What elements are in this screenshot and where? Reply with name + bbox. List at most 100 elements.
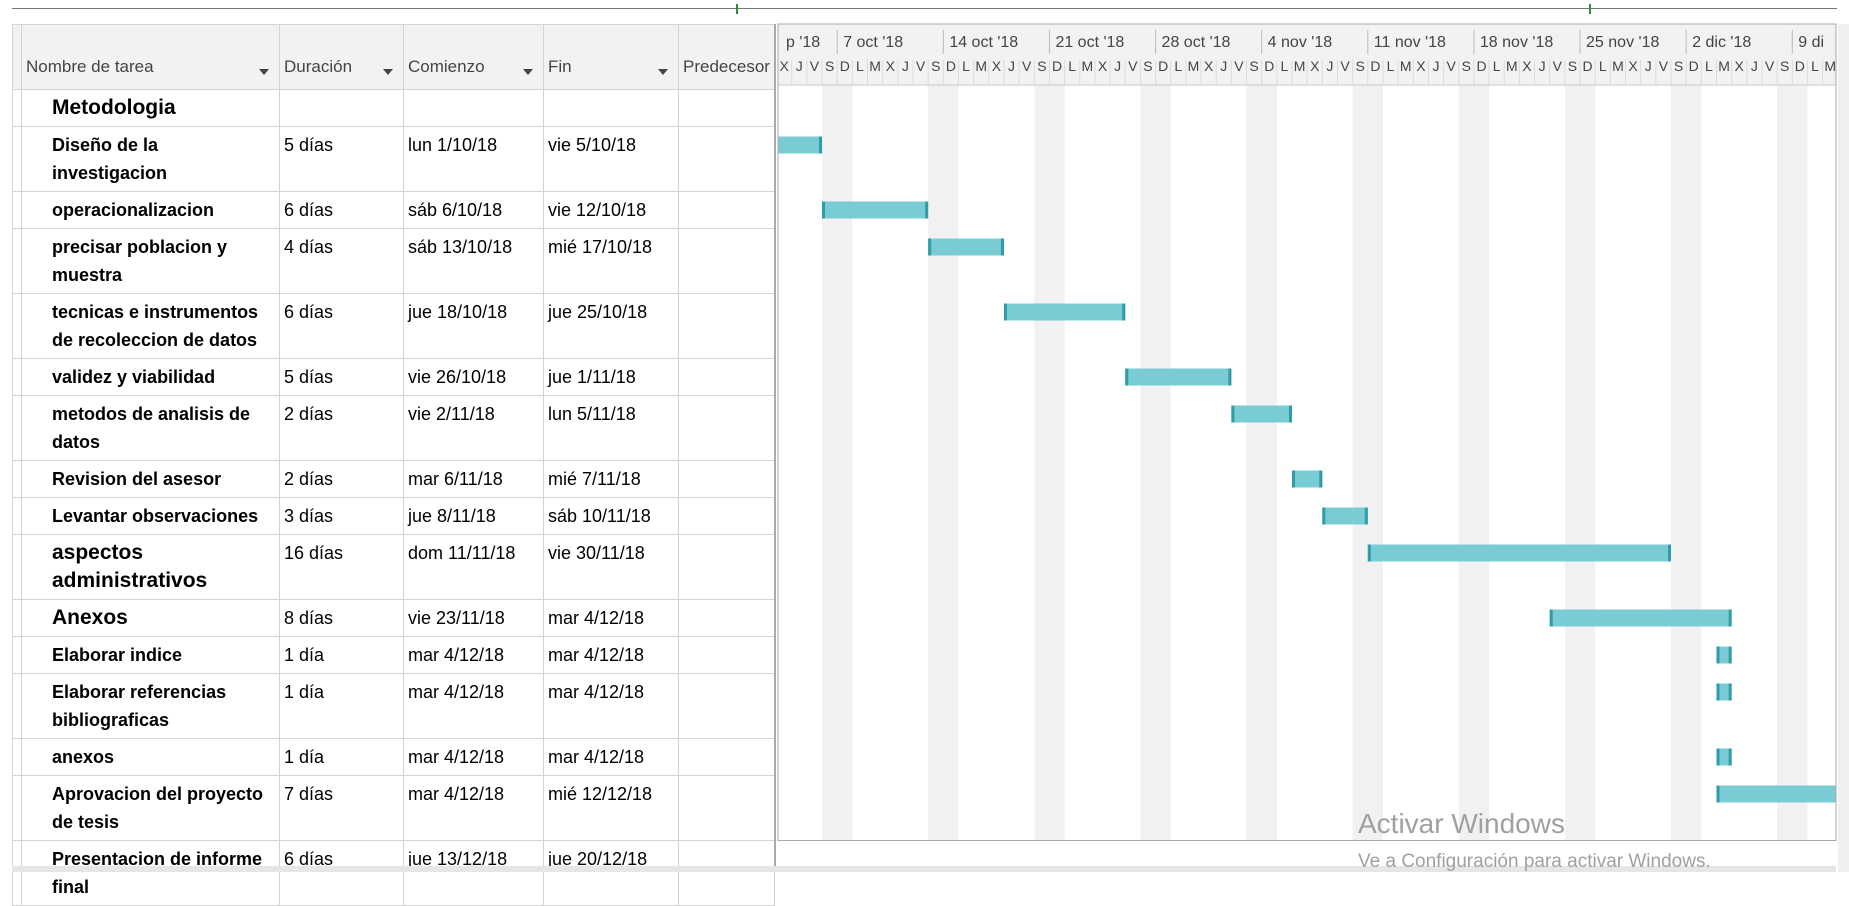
- task-row: Revision del asesor 2 días mar 6/11/18 mié …: [12, 460, 775, 498]
- weekend-shade: [1580, 85, 1596, 841]
- day-letter: M: [763, 58, 775, 74]
- task-row: aspectos administrativos 16 días dom 11/11…: [12, 534, 775, 600]
- day-letter: V: [1447, 58, 1457, 74]
- timeline-mark: [736, 4, 738, 14]
- task-name: Elaborar referencias bibliograficas: [21, 673, 280, 739]
- weekend-shade: [1473, 85, 1490, 841]
- bar-start: [1549, 609, 1553, 627]
- task-end: sáb 10/11/18: [543, 497, 679, 535]
- task-bar: [1549, 609, 1732, 627]
- task-duration: 1 día: [279, 636, 404, 674]
- dropdown-arrow[interactable]: [383, 69, 393, 75]
- task-end: mié 7/11/18: [543, 460, 679, 498]
- weekend-shade: [1777, 85, 1793, 841]
- weekend-shade: [1564, 85, 1581, 841]
- task-duration: 7 días: [279, 775, 404, 841]
- task-bar: [778, 136, 823, 154]
- day-letter: X: [1310, 58, 1320, 74]
- column-header: Nombre de tarea: [21, 24, 280, 90]
- task-start: mar 6/11/18: [403, 460, 544, 498]
- bar-end: [1728, 609, 1732, 627]
- week-label: 2 dic '18: [1692, 34, 1751, 51]
- bar-start: [822, 201, 826, 219]
- task-predecessor: [678, 775, 775, 841]
- task-row: Levantar observaciones 3 días jue 8/11/18 s…: [12, 497, 775, 535]
- task-end: vie 12/10/18: [543, 191, 679, 229]
- day-letter: S: [1037, 58, 1046, 74]
- task-name: Metodologia: [21, 89, 280, 127]
- dropdown-arrow[interactable]: [658, 69, 668, 75]
- day-letter: S: [1143, 58, 1152, 74]
- bar-start: [746, 137, 749, 154]
- day-letter: X: [1416, 58, 1426, 74]
- task-start: vie 2/11/18: [403, 395, 544, 461]
- task-predecessor: [678, 126, 775, 192]
- task-row: tecnicas e instrumentos de recoleccion d…: [12, 293, 775, 359]
- day-letter: J: [1008, 58, 1015, 74]
- bar-end: [925, 201, 929, 219]
- task-bar: [1716, 785, 1836, 803]
- day-letter: L: [1493, 58, 1501, 74]
- day-letter: M: [975, 58, 987, 74]
- task-duration: 16 días: [279, 534, 404, 600]
- day-letter: S: [1780, 58, 1789, 74]
- weekend-shade: [1367, 85, 1383, 841]
- bar-end: [1228, 368, 1232, 386]
- top-strip: [0, 0, 1849, 24]
- day-letter: J: [1433, 58, 1440, 74]
- day-letter: J: [1326, 58, 1333, 74]
- watermark-title: Activar Windows: [1358, 808, 1565, 839]
- task-start: dom 11/11/18: [403, 534, 544, 600]
- day-letter: X: [1098, 58, 1108, 74]
- day-letter: D: [1795, 58, 1805, 74]
- task-predecessor: [678, 673, 775, 739]
- day-letter: L: [1387, 58, 1395, 74]
- weekend-shade: [1458, 85, 1474, 841]
- bar-start: [1231, 405, 1235, 423]
- column-header: Fin: [543, 24, 679, 90]
- day-letter: V: [1022, 58, 1032, 74]
- bar-start: [1367, 544, 1371, 562]
- day-letter: M: [869, 58, 881, 74]
- week-label: 11 nov '18: [1374, 34, 1446, 51]
- day-letter: M: [1506, 58, 1518, 74]
- task-row: Anexos 8 días vie 23/11/18 mar 4/12/18: [12, 599, 775, 637]
- task-predecessor: [678, 358, 775, 396]
- day-letter: M: [1824, 58, 1836, 74]
- weekend-shade: [1246, 85, 1262, 841]
- timeline-line: [12, 8, 1837, 9]
- dropdown-arrow[interactable]: [259, 69, 269, 75]
- task-end: mar 4/12/18: [543, 636, 679, 674]
- day-letter: D: [1158, 58, 1168, 74]
- day-letter: X: [779, 58, 789, 74]
- day-letter: V: [1553, 58, 1563, 74]
- task-duration: [279, 89, 404, 127]
- day-letter: L: [1705, 58, 1713, 74]
- task-row: operacionalizacion 6 días sáb 6/10/18 vie 1…: [12, 191, 775, 229]
- week-label: 28 oct '18: [1162, 34, 1231, 51]
- bar-start: [1125, 368, 1129, 386]
- task-duration: 3 días: [279, 497, 404, 535]
- bar-start: [1322, 507, 1326, 525]
- bar-start: [928, 238, 932, 256]
- task-name: Aprovacion del proyecto de tesis: [21, 775, 280, 841]
- bar-end: [1728, 646, 1732, 664]
- weekend-shade: [1140, 85, 1156, 841]
- task-bar: [1292, 470, 1323, 488]
- day-letter: M: [1294, 58, 1306, 74]
- day-letter: J: [796, 58, 803, 74]
- day-letter: X: [886, 58, 896, 74]
- task-bar: [822, 201, 929, 219]
- task-end: mié 17/10/18: [543, 228, 679, 294]
- day-letter: S: [1462, 58, 1471, 74]
- day-letter: X: [992, 58, 1002, 74]
- day-letter: D: [1052, 58, 1062, 74]
- task-start: vie 23/11/18: [403, 599, 544, 637]
- weekend-shade: [1155, 85, 1171, 841]
- weekend-shade: [943, 85, 959, 841]
- bar-end: [1122, 303, 1126, 321]
- weekend-shade: [1686, 85, 1702, 841]
- day-letter: J: [1220, 58, 1227, 74]
- task-row: Metodologia: [12, 89, 775, 127]
- dropdown-arrow[interactable]: [523, 69, 533, 75]
